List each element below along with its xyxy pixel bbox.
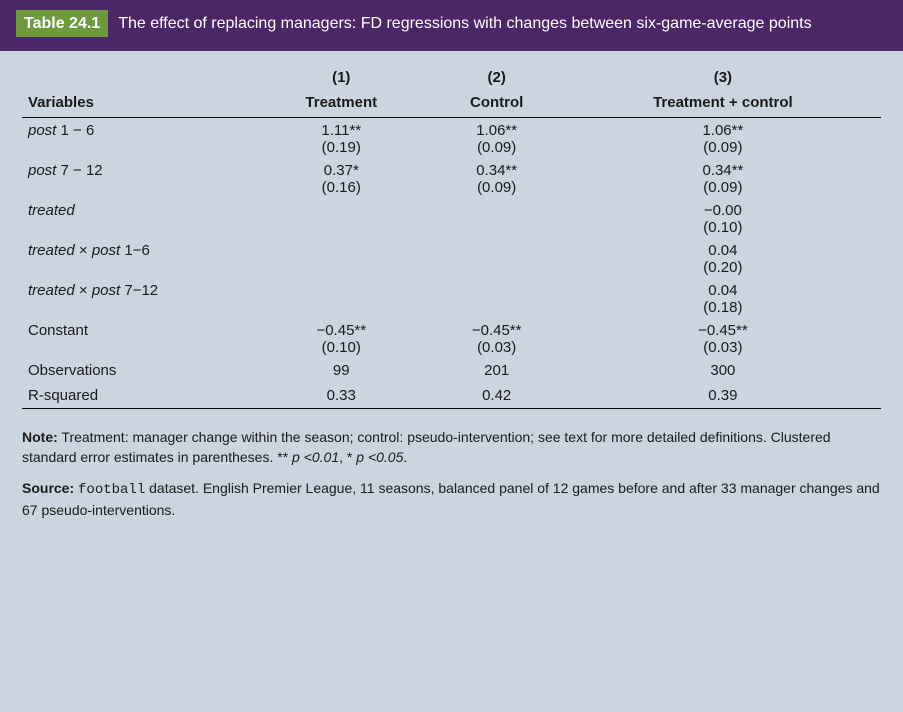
regression-table: (1) (2) (3) Variables Treatment Control … [22,59,881,417]
var-label: treated [22,198,254,219]
var-label: post 1 − 6 [22,118,254,140]
cell: 99 [254,358,429,383]
col-num-1: (1) [254,59,429,90]
col-label-1: Treatment [254,90,429,118]
table-label-chip: Table 24.1 [16,10,108,37]
source-rest: dataset. English Premier League, 11 seas… [22,480,880,518]
cell: 1.11** [254,118,429,140]
cell: −0.45** [254,318,429,339]
table-row: (0.20) [22,259,881,278]
cell-se: (0.10) [254,339,429,358]
var-label: Observations [22,358,254,383]
cell: 1.06** [429,118,565,140]
cell: 201 [429,358,565,383]
table-row: Constant −0.45** −0.45** −0.45** [22,318,881,339]
table-wrapper: (1) (2) (3) Variables Treatment Control … [0,51,903,417]
cell: 0.34** [429,158,565,179]
cell-se [254,219,429,238]
table-row: post 1 − 6 1.11** 1.06** 1.06** [22,118,881,140]
var-label: treated × post 1−6 [22,238,254,259]
note-line: Note: Treatment: manager change within t… [22,427,881,468]
cell-se: (0.03) [429,339,565,358]
cell-se: (0.03) [565,339,881,358]
table-row: (0.18) [22,299,881,318]
cell-se: (0.09) [565,139,881,158]
table-row: (0.19) (0.09) (0.09) [22,139,881,158]
cell-se [254,259,429,278]
cell: −0.45** [565,318,881,339]
cell-se: (0.16) [254,179,429,198]
cell-se: (0.19) [254,139,429,158]
bottom-rule [22,409,881,418]
cell [429,198,565,219]
source-prefix: Source: [22,480,74,496]
cell: 1.06** [565,118,881,140]
cell: 0.04 [565,278,881,299]
cell-se [429,299,565,318]
table-row: post 7 − 12 0.37* 0.34** 0.34** [22,158,881,179]
cell-se: (0.20) [565,259,881,278]
table-row: treated × post 1−6 0.04 [22,238,881,259]
cell: 300 [565,358,881,383]
cell [254,198,429,219]
cell: 0.42 [429,383,565,409]
cell: 0.33 [254,383,429,409]
cell: 0.34** [565,158,881,179]
source-dataset: football [78,482,145,498]
cell-se: (0.18) [565,299,881,318]
note-prefix: Note: [22,429,58,445]
var-label: treated × post 7−12 [22,278,254,299]
col-num-3: (3) [565,59,881,90]
row-header-title: Variables [22,90,254,118]
cell-se [254,299,429,318]
cell-se: (0.09) [565,179,881,198]
p01: p <0.01 [292,449,339,465]
cell [254,278,429,299]
var-label: Constant [22,318,254,339]
p05: p <0.05 [356,449,403,465]
note-text-a: Treatment: manager change within the sea… [22,429,831,465]
table-row: R-squared 0.33 0.42 0.39 [22,383,881,409]
table-title-bar: Table 24.1 The effect of replacing manage… [0,0,903,51]
col-label-3: Treatment + control [565,90,881,118]
cell: −0.45** [429,318,565,339]
var-label: post 7 − 12 [22,158,254,179]
cell: 0.39 [565,383,881,409]
table-row: Observations 99 201 300 [22,358,881,383]
cell-se [429,259,565,278]
cell: −0.00 [565,198,881,219]
cell [254,238,429,259]
table-row: (0.10) (0.03) (0.03) [22,339,881,358]
cell-se [429,219,565,238]
table-row: treated × post 7−12 0.04 [22,278,881,299]
page-container: Table 24.1 The effect of replacing manage… [0,0,903,548]
note-text-c: . [403,449,407,465]
var-label: R-squared [22,383,254,409]
table-notes: Note: Treatment: manager change within t… [0,417,903,520]
cell: 0.37* [254,158,429,179]
table-title-text: The effect of replacing managers: FD reg… [118,15,811,32]
note-text-b: , * [339,449,356,465]
source-line: Source: football dataset. English Premie… [22,478,881,521]
col-num-2: (2) [429,59,565,90]
table-row: (0.10) [22,219,881,238]
cell [429,238,565,259]
cell: 0.04 [565,238,881,259]
cell-se: (0.09) [429,139,565,158]
table-row: treated −0.00 [22,198,881,219]
header-blank [22,59,254,90]
col-label-2: Control [429,90,565,118]
cell-se: (0.10) [565,219,881,238]
cell-se: (0.09) [429,179,565,198]
cell [429,278,565,299]
table-row: (0.16) (0.09) (0.09) [22,179,881,198]
